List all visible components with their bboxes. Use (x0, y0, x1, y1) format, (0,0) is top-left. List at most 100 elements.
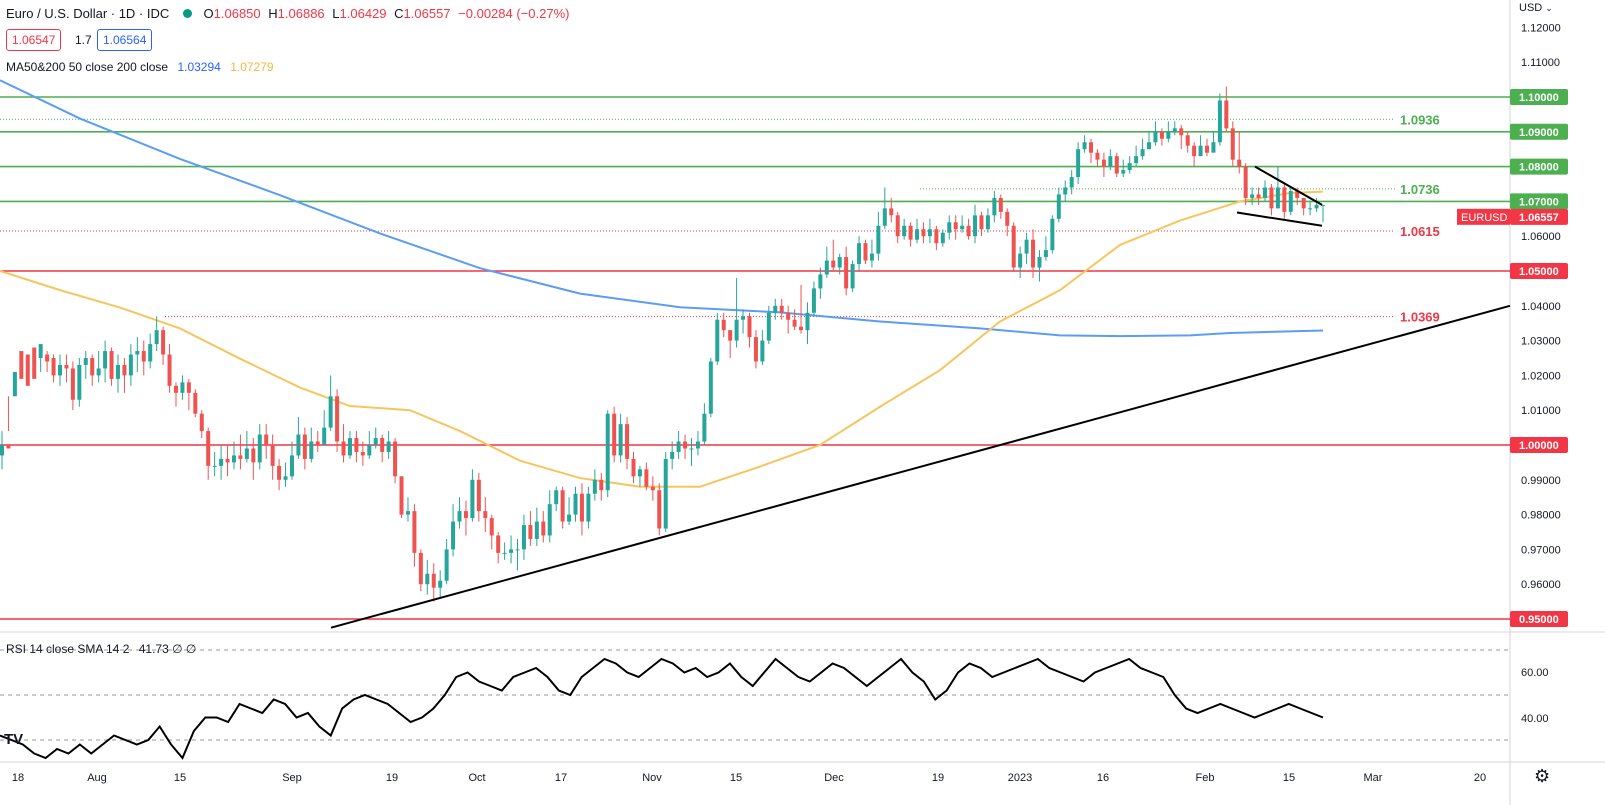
chevron-down-icon[interactable]: ⌄ (1545, 3, 1553, 13)
ohlc-low-label: L (332, 6, 340, 21)
ohlc-close-value: 1.06557 (403, 6, 451, 21)
ma200-value: 1.07279 (230, 60, 274, 74)
moving-averages-layer (0, 79, 1324, 488)
candle-body (418, 552, 423, 585)
candle-body (19, 351, 24, 379)
candle-body (818, 274, 823, 289)
time-tick-label: 19 (386, 772, 398, 784)
buy-price-button[interactable]: 1.06564 (97, 29, 153, 51)
candle-body (431, 573, 436, 588)
candle-body (534, 521, 539, 539)
candle-body (811, 288, 816, 313)
currency-label[interactable]: USD (1519, 2, 1543, 14)
candle-body (960, 225, 965, 230)
candle-body (335, 396, 340, 442)
candle-body (876, 225, 881, 254)
candle-body (1275, 187, 1280, 209)
candle-body (438, 580, 443, 588)
time-tick-label: 20 (1474, 772, 1486, 784)
candle-body (683, 441, 688, 449)
ma-indicator-label[interactable]: MA50&200 50 close 200 close (6, 60, 169, 74)
candle-body (947, 222, 952, 233)
candle-body (895, 215, 900, 237)
candle-body (425, 573, 430, 585)
candle-body (154, 330, 159, 345)
candles-layer (0, 86, 1325, 602)
candle-body (1076, 149, 1081, 178)
price-tick-label: 1.11000 (1521, 57, 1560, 69)
candle-body (1166, 131, 1171, 139)
candle-body (238, 455, 243, 459)
time-tick-label: 17 (555, 772, 567, 784)
last-price-tag (1510, 208, 1568, 225)
candle-body (1256, 194, 1261, 198)
candle-body (489, 518, 494, 536)
candle-body (612, 413, 617, 456)
symbol-tag (1457, 208, 1510, 225)
candle-body (1153, 131, 1158, 143)
fib-level-label: 1.0615 (1400, 224, 1440, 239)
candle-body (940, 232, 945, 244)
candle-body (264, 434, 269, 445)
candle-body (309, 441, 314, 459)
candle-body (257, 434, 262, 463)
candle-body (1011, 225, 1016, 268)
settings-gear-icon[interactable]: ⚙ (1534, 766, 1551, 786)
price-axis[interactable]: 1.12000 1.11000 1.10000 1.09000 1.08000 1.070… (1457, 22, 1568, 627)
candle-body (193, 392, 198, 414)
price-tick-label: 0.98000 (1521, 510, 1561, 522)
time-axis[interactable]: 18 Aug 15 Sep 19 Oct 17 Nov 15 Dec 19 2023 16 Feb 15 Ma… (12, 772, 1486, 784)
candle-body (844, 257, 849, 289)
sell-price-button[interactable]: 1.06547 (6, 29, 62, 51)
price-tick-label: 1.01000 (1521, 405, 1561, 417)
candle-body (199, 413, 204, 432)
rsi-indicator-label[interactable]: RSI 14 close SMA 14 2 (6, 642, 130, 656)
candle-body (1263, 187, 1268, 198)
candle-body (322, 427, 327, 445)
time-tick-label: 15 (730, 772, 742, 784)
symbol-title[interactable]: Euro / U.S. Dollar · 1D · IDC (6, 6, 170, 21)
candle-body (773, 305, 778, 313)
time-tick-label: Dec (824, 772, 844, 784)
candle-body (289, 455, 294, 477)
rsi-values: 41.73 ∅ ∅ (138, 642, 197, 656)
candle-body (244, 448, 249, 459)
candle-body (515, 549, 520, 551)
rsi-pane: 60.00 40.00 (0, 649, 1549, 760)
time-tick-label: Mar (1364, 772, 1383, 784)
candle-body (637, 469, 642, 477)
price-tick-label: 1.04000 (1521, 301, 1561, 313)
candle-body (251, 448, 256, 463)
candle-body (1224, 100, 1229, 129)
candle-body (831, 260, 836, 268)
candle-body (83, 358, 88, 365)
candle-body (663, 458, 668, 529)
candle-body (908, 225, 913, 240)
candle-body (12, 371, 17, 397)
candle-body (135, 351, 140, 355)
candle-body (521, 525, 526, 550)
ohlc-low-value: 1.06429 (339, 6, 387, 21)
candle-body (115, 364, 120, 379)
last-price-label: 1.06557 (1519, 212, 1559, 224)
wedge-trendline (1236, 211, 1323, 227)
candle-body (998, 197, 1003, 212)
level-price-tag (1510, 611, 1568, 627)
candle-body (985, 215, 990, 230)
trendlines-layer (330, 165, 1511, 629)
candle-body (592, 479, 597, 494)
level-price-label: 1.00000 (1519, 440, 1559, 452)
candle-body (721, 319, 726, 331)
candle-body (122, 364, 127, 376)
candle-body (393, 441, 398, 477)
candle-body (702, 413, 707, 442)
candle-body (444, 549, 449, 581)
candle-body (283, 476, 288, 480)
time-tick-label: 18 (12, 772, 24, 784)
candle-body (0, 445, 4, 456)
candle-body (206, 431, 211, 466)
level-price-label: 1.05000 (1519, 266, 1559, 278)
candle-body (760, 340, 765, 362)
candle-body (1230, 128, 1235, 160)
